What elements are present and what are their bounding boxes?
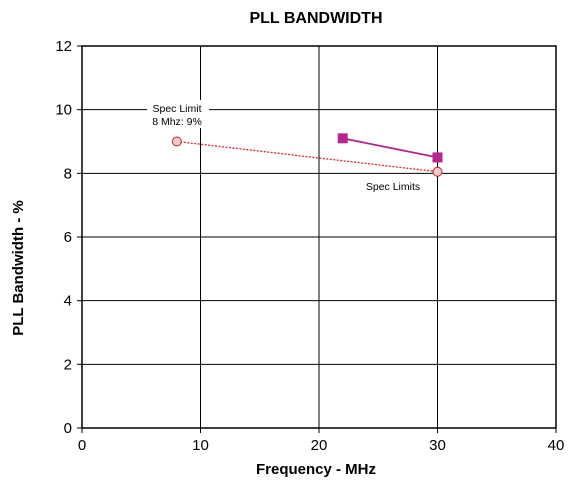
- series-line: [342, 137, 438, 159]
- annotation-line-1: Spec Limit: [152, 103, 201, 115]
- series-layer: [171, 133, 443, 177]
- series-0: [337, 133, 443, 163]
- annotation-backdrop: [147, 100, 209, 128]
- x-tick-label: 0: [78, 437, 86, 454]
- data-point-circle: [171, 136, 182, 147]
- y-tick-label: 2: [64, 356, 72, 373]
- annotation-line-2: 8 Mhz: 9%: [152, 116, 202, 128]
- y-tick-label: 0: [64, 420, 72, 437]
- y-tick-label: 4: [64, 293, 72, 310]
- y-tick-label: 12: [55, 38, 72, 55]
- y-tick-label: 8: [64, 165, 72, 182]
- x-tick-label: 40: [548, 437, 565, 454]
- x-tick-label: 10: [192, 437, 209, 454]
- annotation-spec-limit-8mhz: Spec Limit 8 Mhz: 9%: [147, 100, 209, 128]
- annotation-spec-limits: Spec Limits: [366, 181, 420, 193]
- x-axis-label: Frequency - MHz: [256, 461, 376, 478]
- tick-labels: 0 10 20 30 40 0 2 4 6 8 10 12: [55, 38, 564, 454]
- chart-title: PLL BANDWIDTH: [249, 10, 382, 27]
- x-tick-label: 20: [311, 437, 328, 454]
- data-point-square: [432, 152, 443, 163]
- y-tick-label: 6: [64, 229, 72, 246]
- series-line: [176, 140, 438, 173]
- y-axis-label: PLL Bandwidth - %: [10, 200, 27, 336]
- data-point-circle: [432, 166, 443, 177]
- y-tick-label: 10: [55, 102, 72, 119]
- plot-frame: [81, 45, 557, 429]
- x-tick-label: 30: [429, 437, 446, 454]
- series-1: [171, 136, 443, 177]
- data-point-square: [337, 133, 348, 144]
